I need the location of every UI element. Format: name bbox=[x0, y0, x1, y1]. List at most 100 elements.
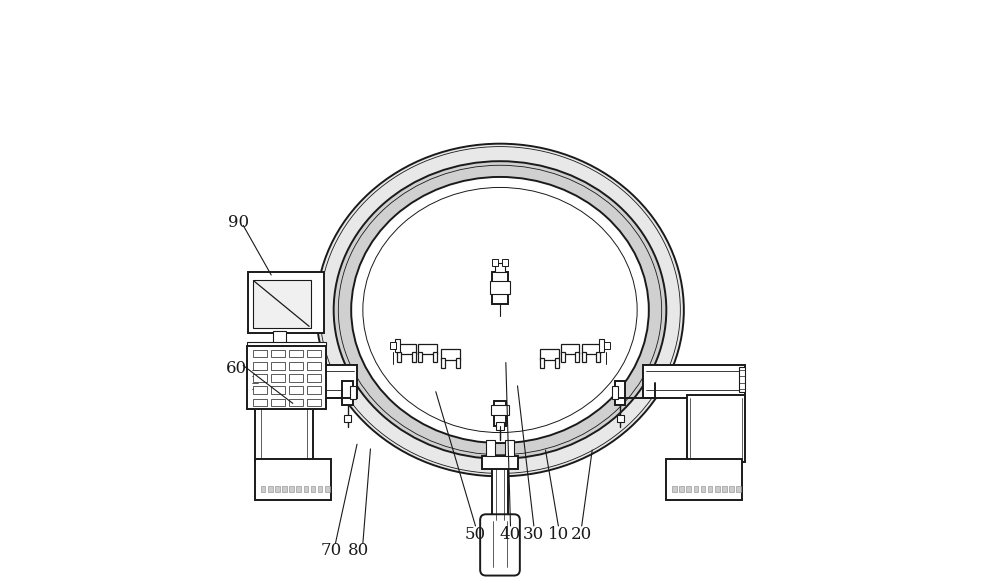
Bar bbox=[492, 466, 508, 521]
Bar bbox=[253, 387, 267, 394]
Ellipse shape bbox=[351, 177, 649, 443]
Bar bbox=[271, 399, 285, 407]
Ellipse shape bbox=[316, 144, 684, 476]
Bar bbox=[694, 486, 698, 492]
Bar bbox=[418, 352, 422, 362]
Bar bbox=[715, 486, 720, 492]
Bar bbox=[575, 352, 579, 362]
Bar bbox=[318, 486, 322, 492]
Bar bbox=[255, 459, 331, 500]
Bar bbox=[271, 362, 285, 370]
Bar bbox=[273, 331, 286, 344]
Bar bbox=[486, 439, 495, 456]
Bar bbox=[708, 486, 712, 492]
Bar bbox=[304, 486, 308, 492]
Bar bbox=[307, 387, 321, 394]
Ellipse shape bbox=[334, 161, 666, 459]
Bar bbox=[561, 343, 579, 354]
Bar bbox=[666, 459, 742, 500]
Bar bbox=[582, 343, 600, 354]
Bar bbox=[390, 342, 396, 349]
Bar bbox=[604, 342, 610, 349]
Bar bbox=[555, 358, 559, 368]
Bar bbox=[739, 367, 745, 392]
Bar bbox=[289, 374, 303, 382]
Bar bbox=[722, 486, 727, 492]
Bar bbox=[289, 399, 303, 407]
Bar bbox=[599, 339, 604, 352]
Bar bbox=[494, 401, 506, 425]
Bar bbox=[687, 395, 745, 462]
Bar bbox=[441, 349, 460, 360]
Bar bbox=[344, 415, 351, 422]
Text: 80: 80 bbox=[348, 542, 369, 559]
Text: 50: 50 bbox=[465, 526, 486, 543]
Text: 10: 10 bbox=[548, 526, 569, 543]
Bar bbox=[289, 387, 303, 394]
Bar bbox=[271, 350, 285, 357]
Bar bbox=[255, 395, 313, 462]
Bar bbox=[247, 342, 326, 346]
Bar bbox=[253, 374, 267, 382]
Text: 20: 20 bbox=[571, 526, 592, 543]
Bar bbox=[492, 259, 498, 266]
Bar bbox=[505, 439, 514, 456]
Bar bbox=[253, 362, 267, 370]
Bar bbox=[261, 486, 265, 492]
Text: 40: 40 bbox=[500, 526, 521, 543]
Bar bbox=[307, 362, 321, 370]
Bar bbox=[350, 386, 356, 399]
Bar bbox=[342, 381, 353, 405]
Bar bbox=[456, 358, 460, 368]
FancyBboxPatch shape bbox=[480, 514, 520, 576]
Bar bbox=[271, 387, 285, 394]
Bar bbox=[495, 263, 505, 272]
Bar bbox=[492, 272, 508, 304]
Bar bbox=[441, 358, 445, 368]
Text: 70: 70 bbox=[320, 542, 341, 559]
Bar bbox=[491, 405, 509, 415]
Bar bbox=[255, 366, 357, 398]
Bar bbox=[482, 456, 518, 469]
Bar bbox=[502, 259, 508, 266]
Bar bbox=[248, 272, 324, 333]
Bar bbox=[275, 486, 280, 492]
Bar bbox=[289, 350, 303, 357]
Bar bbox=[729, 486, 734, 492]
Bar bbox=[686, 486, 691, 492]
Bar bbox=[307, 374, 321, 382]
Bar bbox=[582, 352, 586, 362]
Bar bbox=[282, 486, 287, 492]
Bar bbox=[418, 343, 437, 354]
Text: 60: 60 bbox=[226, 360, 247, 377]
Bar bbox=[307, 399, 321, 407]
Bar bbox=[253, 280, 311, 328]
Bar bbox=[271, 374, 285, 382]
Bar bbox=[736, 486, 741, 492]
Bar bbox=[289, 486, 294, 492]
Bar bbox=[615, 381, 625, 405]
Text: 90: 90 bbox=[228, 214, 249, 231]
Bar bbox=[490, 281, 510, 294]
Bar bbox=[253, 399, 267, 407]
Bar bbox=[701, 486, 705, 492]
Bar bbox=[395, 339, 400, 352]
Bar bbox=[296, 486, 301, 492]
Bar bbox=[540, 349, 559, 360]
Bar bbox=[325, 486, 330, 492]
Bar bbox=[540, 358, 544, 368]
Bar bbox=[672, 486, 677, 492]
Bar bbox=[596, 352, 600, 362]
Bar bbox=[397, 352, 401, 362]
Bar bbox=[412, 352, 416, 362]
Bar bbox=[496, 422, 504, 429]
Bar bbox=[433, 352, 437, 362]
Bar bbox=[311, 486, 315, 492]
Bar bbox=[253, 350, 267, 357]
Bar bbox=[397, 343, 416, 354]
Bar bbox=[612, 386, 618, 399]
Bar bbox=[307, 350, 321, 357]
Text: 30: 30 bbox=[523, 526, 544, 543]
Bar bbox=[561, 352, 565, 362]
Bar bbox=[268, 486, 273, 492]
